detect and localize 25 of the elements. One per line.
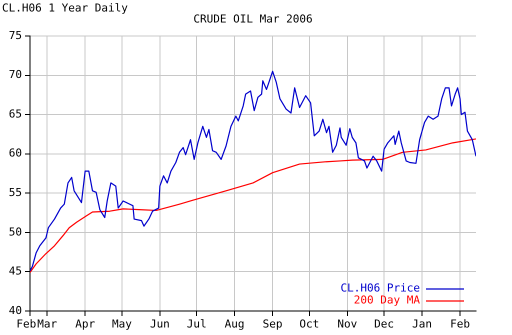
y-tick-label: 50 bbox=[8, 225, 22, 238]
y-tick-label: 65 bbox=[8, 107, 22, 120]
x-tick-label: Nov bbox=[337, 317, 358, 330]
x-tick-label: Apr bbox=[75, 317, 96, 330]
y-tick-label: 45 bbox=[8, 264, 22, 278]
y-tick-label: 40 bbox=[8, 304, 22, 317]
x-tick-label: May bbox=[112, 317, 132, 330]
y-tick-label: 55 bbox=[8, 186, 22, 199]
chart-subtitle: CL.H06 1 Year Daily bbox=[2, 1, 128, 14]
legend-label: 200 Day MA bbox=[354, 293, 420, 306]
x-tick-label: Jun bbox=[150, 317, 170, 330]
chart-title: CRUDE OIL Mar 2006 bbox=[193, 12, 313, 26]
x-tick-label: Aug bbox=[224, 317, 245, 330]
x-tick-label: Jan bbox=[412, 317, 432, 330]
y-tick-label: 70 bbox=[8, 68, 22, 82]
x-tick-label: Feb bbox=[16, 317, 36, 330]
x-tick-label: Feb bbox=[450, 317, 470, 330]
x-tick-label: Dec bbox=[374, 317, 394, 330]
y-tick-label: 75 bbox=[8, 28, 22, 42]
x-tick-label: Oct bbox=[299, 317, 320, 330]
x-tick-label: Jul bbox=[186, 317, 207, 330]
y-tick-label: 60 bbox=[8, 146, 22, 160]
legend-label: CL.H06 Price bbox=[340, 281, 420, 294]
x-tick-label: Mar bbox=[37, 317, 58, 330]
x-tick-label: Sep bbox=[262, 317, 283, 330]
